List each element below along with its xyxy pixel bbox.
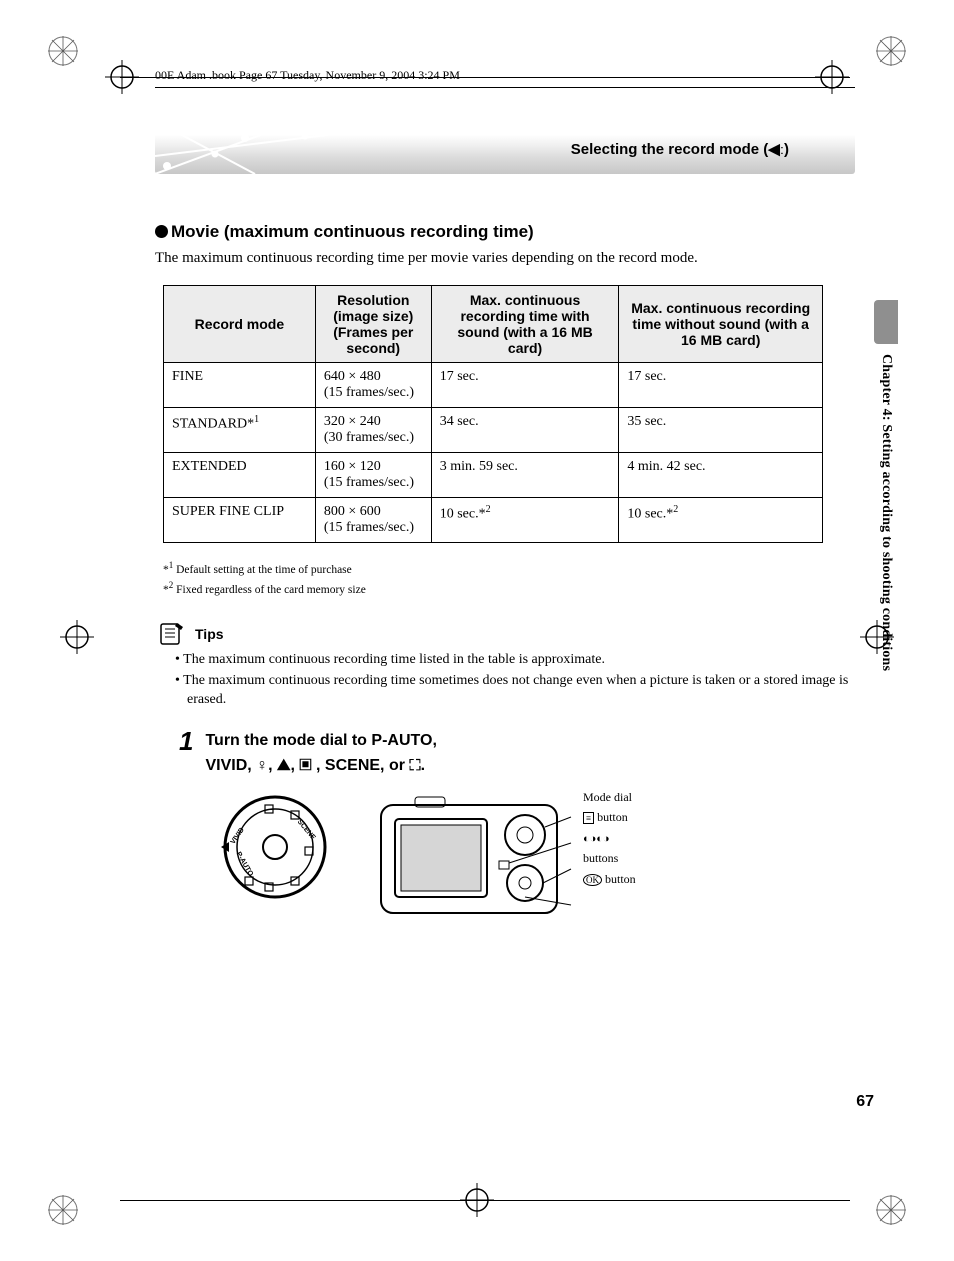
crop-mark-br — [874, 1193, 908, 1227]
label-menu-button: ≡ button — [583, 807, 636, 827]
crop-rule-bottom — [120, 1200, 850, 1201]
mode-landscape-icon: ⛰, — [277, 757, 299, 774]
tips-item: The maximum continuous recording time li… — [175, 651, 855, 670]
subsection-heading: Movie (maximum continuous recording time… — [155, 222, 855, 242]
section-header: Selecting the record mode (◀ː) — [155, 126, 855, 174]
crop-mark-tr — [874, 34, 908, 68]
col-record-mode: Record mode — [164, 286, 316, 363]
reg-mark-left — [60, 620, 94, 654]
mode-night-icon: ▣ — [299, 757, 311, 774]
col-with-sound: Max. continuous recording time with soun… — [431, 286, 619, 363]
mode-portrait-icon: ♀, — [256, 757, 277, 774]
step-1: 1 Turn the mode dial to P-AUTO, VIVID, ♀… — [179, 728, 855, 779]
recording-time-table: Record mode Resolution (image size) (Fra… — [163, 285, 823, 543]
camera-callouts: Mode dial ≡ button ◐◑◐◑buttons OK button — [583, 787, 636, 889]
label-mode-dial: Mode dial — [583, 787, 636, 807]
tips-label: Tips — [195, 626, 224, 642]
camera-illustration — [375, 787, 575, 927]
tips-item: The maximum continuous recording time so… — [175, 672, 855, 710]
crop-mark-bl — [46, 1193, 80, 1227]
label-ok-button: OK button — [583, 869, 636, 889]
crop-mark-tl — [46, 34, 80, 68]
footnotes: *1 Default setting at the time of purcha… — [163, 559, 855, 599]
mode-movie-icon: ⛶ — [409, 757, 420, 774]
header-graphic — [155, 126, 335, 174]
tips-section: Tips The maximum continuous recording ti… — [159, 621, 855, 710]
table-row: SUPER FINE CLIP800 × 600(15 frames/sec.)… — [164, 498, 823, 543]
page-number: 67 — [856, 1093, 874, 1111]
label-arrow-buttons: ◐◑◐◑buttons — [583, 828, 636, 869]
chapter-tab — [874, 300, 898, 344]
step-text: Turn the mode dial to P-AUTO, VIVID, ♀, … — [205, 728, 436, 779]
page-content: 00E Adam .book Page 67 Tuesday, November… — [155, 68, 855, 927]
mode-dial-illustration: VIVID P-AUTO SCENE — [205, 787, 345, 907]
table-row: STANDARD*1320 × 240(30 frames/sec.)34 se… — [164, 408, 823, 453]
svg-text:SCENE: SCENE — [296, 819, 317, 842]
illustrations: VIVID P-AUTO SCENE — [205, 787, 855, 927]
tips-icon — [159, 621, 185, 647]
chapter-label: Chapter 4: Setting according to shooting… — [878, 354, 894, 671]
step-number: 1 — [179, 728, 193, 779]
col-resolution: Resolution (image size) (Frames per seco… — [315, 286, 431, 363]
col-without-sound: Max. continuous recording time without s… — [619, 286, 823, 363]
page-stamp: 00E Adam .book Page 67 Tuesday, November… — [155, 68, 855, 88]
intro-text: The maximum continuous recording time pe… — [155, 250, 855, 267]
section-title: Selecting the record mode (◀ː) — [571, 140, 789, 159]
bullet-icon — [155, 225, 168, 238]
table-row: FINE640 × 480(15 frames/sec.)17 sec.17 s… — [164, 363, 823, 408]
svg-text:P-AUTO: P-AUTO — [235, 851, 255, 878]
table-row: EXTENDED160 × 120(15 frames/sec.)3 min. … — [164, 453, 823, 498]
